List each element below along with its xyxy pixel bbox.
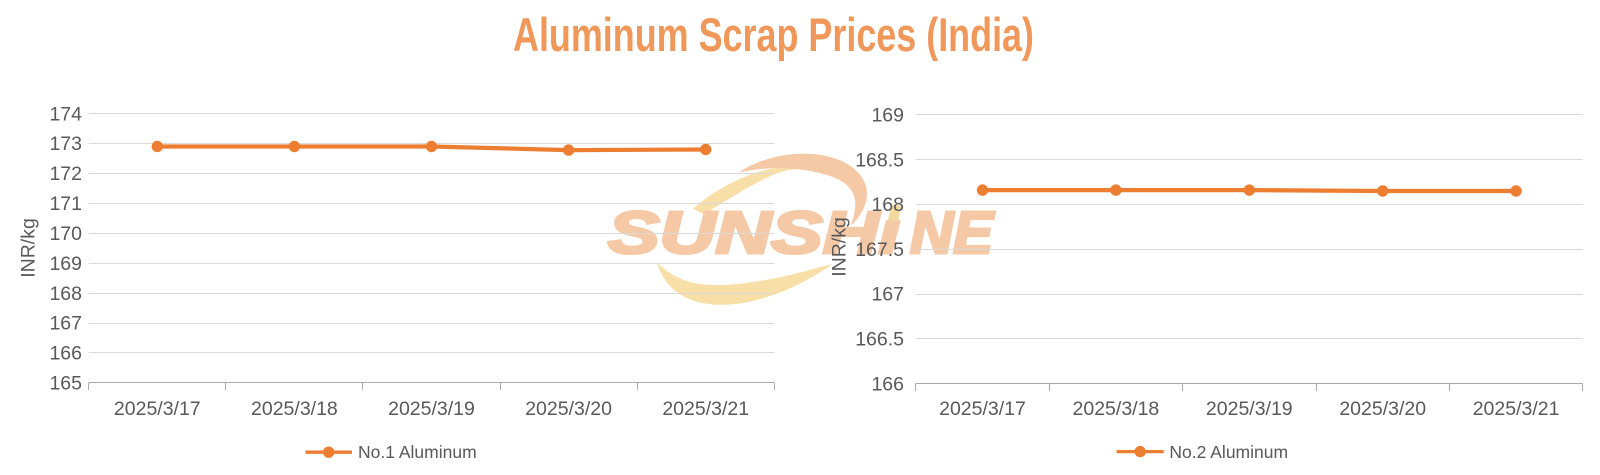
svg-text:INR/kg: INR/kg bbox=[829, 217, 851, 277]
svg-text:169: 169 bbox=[871, 105, 904, 127]
svg-text:2025/3/20: 2025/3/20 bbox=[1339, 398, 1426, 420]
svg-text:173: 173 bbox=[49, 133, 82, 155]
svg-text:2025/3/18: 2025/3/18 bbox=[251, 398, 338, 420]
svg-text:Aluminum Scrap Prices (India): Aluminum Scrap Prices (India) bbox=[513, 8, 1034, 61]
svg-text:166: 166 bbox=[871, 373, 904, 395]
svg-text:2025/3/20: 2025/3/20 bbox=[525, 398, 612, 420]
svg-text:171: 171 bbox=[49, 193, 82, 215]
svg-text:2025/3/19: 2025/3/19 bbox=[1206, 398, 1293, 420]
svg-text:166.5: 166.5 bbox=[855, 329, 904, 351]
svg-text:No.2 Aluminum: No.2 Aluminum bbox=[1169, 442, 1288, 462]
svg-text:170: 170 bbox=[49, 223, 82, 245]
svg-text:169: 169 bbox=[49, 253, 82, 275]
svg-text:168: 168 bbox=[871, 194, 904, 216]
svg-text:2025/3/17: 2025/3/17 bbox=[114, 398, 201, 420]
svg-text:172: 172 bbox=[49, 163, 82, 185]
svg-text:2025/3/18: 2025/3/18 bbox=[1073, 398, 1160, 420]
svg-text:2025/3/21: 2025/3/21 bbox=[1473, 398, 1560, 420]
svg-text:165: 165 bbox=[49, 373, 82, 395]
svg-text:2025/3/17: 2025/3/17 bbox=[939, 398, 1026, 420]
svg-text:2025/3/19: 2025/3/19 bbox=[388, 398, 475, 420]
svg-text:2025/3/21: 2025/3/21 bbox=[662, 398, 749, 420]
svg-text:167: 167 bbox=[871, 284, 904, 306]
svg-text:168: 168 bbox=[49, 283, 82, 305]
svg-text:168.5: 168.5 bbox=[855, 149, 904, 171]
svg-text:INR/kg: INR/kg bbox=[18, 218, 40, 278]
svg-text:174: 174 bbox=[49, 103, 82, 125]
svg-text:NE: NE bbox=[910, 200, 995, 266]
svg-text:167.5: 167.5 bbox=[855, 239, 904, 261]
svg-text:167: 167 bbox=[49, 313, 82, 335]
svg-text:No.1 Aluminum: No.1 Aluminum bbox=[358, 442, 477, 462]
svg-text:166: 166 bbox=[49, 343, 82, 365]
